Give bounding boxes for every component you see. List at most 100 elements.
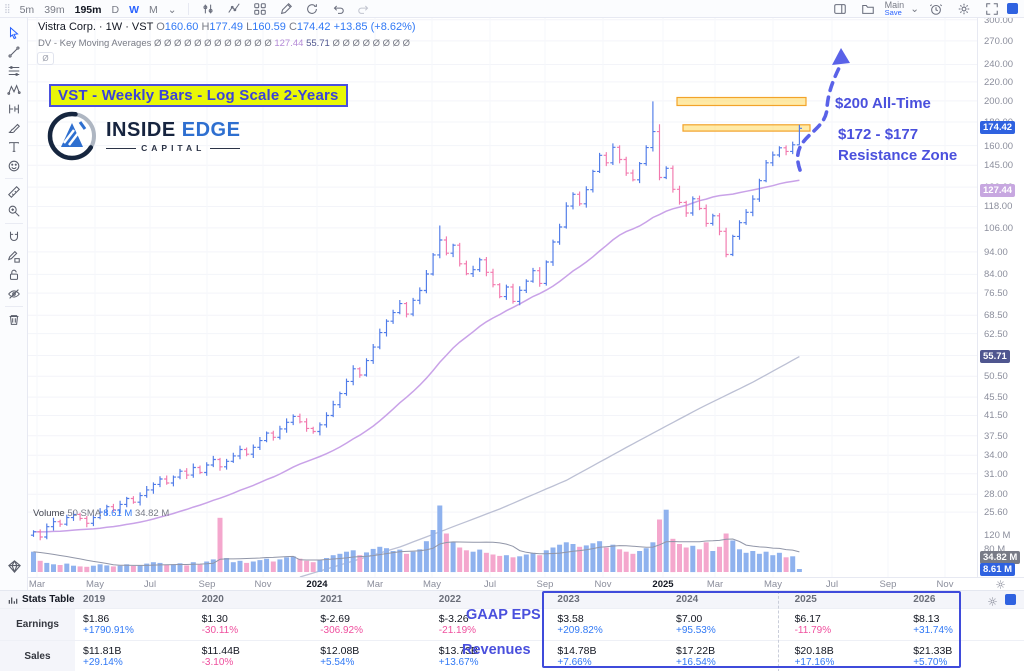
indicator-legend[interactable]: DV - Key Moving Averages Ø Ø Ø Ø Ø Ø Ø Ø… <box>38 38 410 49</box>
stats-year-2021[interactable]: 2021 <box>320 594 343 605</box>
bar-replay-icon[interactable] <box>299 1 325 17</box>
stats-row-label-sales[interactable]: Sales <box>24 651 51 662</box>
redo-icon[interactable] <box>351 1 377 17</box>
screenshot-button[interactable] <box>1007 3 1018 14</box>
layout-chevron-icon[interactable]: ⌄ <box>910 2 919 15</box>
stats-header-row <box>0 591 1024 608</box>
ma-long-line[interactable] <box>299 356 800 577</box>
stats-value: $12.08B <box>320 645 360 657</box>
hide-drawings-tool[interactable] <box>4 285 24 302</box>
projection-arrow[interactable] <box>796 62 843 172</box>
stats-value: $17.22B <box>676 645 716 657</box>
price-tick: 94.00 <box>984 247 1008 258</box>
stats-screenshot-button[interactable] <box>1005 594 1016 605</box>
price-badge: 55.71 <box>980 350 1010 363</box>
time-tick-Mar: Mar <box>706 579 724 590</box>
stats-year-2024[interactable]: 2024 <box>676 594 699 605</box>
settings-gear-icon[interactable] <box>951 1 977 17</box>
toolbar-drag-handle[interactable]: ⣿ <box>4 3 11 13</box>
fib-lines-tool[interactable] <box>4 62 24 79</box>
timeframe-W[interactable]: W <box>129 3 139 16</box>
magnet-tool[interactable] <box>4 228 24 245</box>
ma1-value: 127.44 <box>274 38 304 49</box>
stats-value: $20.18B <box>794 645 834 657</box>
timeframe-M[interactable]: M <box>149 3 158 16</box>
resistance-annotation-line2[interactable]: Resistance Zone <box>838 147 958 164</box>
stats-settings-icon[interactable] <box>987 594 998 612</box>
layout-templates-icon[interactable] <box>247 1 273 17</box>
stats-table-icon <box>8 597 18 604</box>
indicators-icon[interactable] <box>221 1 247 17</box>
widget-diamond-icon[interactable] <box>4 558 24 575</box>
symbol-legend[interactable]: Vistra Corp. · 1W · VST O160.60 H177.49 … <box>38 21 416 33</box>
layout-name-button[interactable]: Main Save <box>883 0 907 17</box>
stats-tab-label: Stats Table <box>22 594 75 605</box>
timeframe-D[interactable]: D <box>111 3 120 16</box>
time-tick-Mar: Mar <box>28 579 46 590</box>
zoom-in-tool[interactable] <box>4 202 24 219</box>
chart-title-annotation[interactable]: VST - Weekly Bars - Log Scale 2-Years <box>49 84 348 107</box>
chart-settings-icon[interactable] <box>195 1 221 17</box>
forecast-tool[interactable] <box>4 100 24 117</box>
stats-year-2025[interactable]: 2025 <box>794 594 817 605</box>
resistance-band-0[interactable] <box>676 96 807 107</box>
stats-row-label-earnings[interactable]: Earnings <box>16 619 59 630</box>
stats-change: +29.14% <box>83 657 123 668</box>
cursor-tool[interactable] <box>4 24 24 41</box>
panel-toggle-icon[interactable] <box>827 1 853 17</box>
time-axis[interactable]: Mar May Jul Sep Nov 2024 Mar May Jul Sep Nov 2025 Ma… <box>28 577 977 590</box>
stats-change: -21.19% <box>438 625 477 636</box>
volume-bars[interactable] <box>31 505 802 573</box>
delete-drawings-tool[interactable] <box>4 311 24 328</box>
ath-annotation[interactable]: $200 All-Time <box>835 95 931 112</box>
stats-change: +1790.91% <box>83 625 134 636</box>
price-axis[interactable]: 300.00270.00240.00220.00200.00180.00160.… <box>977 15 1024 577</box>
stats-year-2026[interactable]: 2026 <box>913 594 936 605</box>
stats-value: $13.73B <box>438 645 478 657</box>
timeframe-39m[interactable]: 39m <box>44 3 65 16</box>
axis-gear-icon[interactable] <box>995 579 1006 590</box>
indicator-collapsed-button[interactable]: Ø <box>37 52 54 65</box>
timeframe-195m[interactable]: 195m <box>74 3 102 16</box>
axis-settings-corner[interactable] <box>977 577 1024 590</box>
ruler-tool[interactable] <box>4 183 24 200</box>
stats-year-2019[interactable]: 2019 <box>83 594 106 605</box>
stats-year-2022[interactable]: 2022 <box>438 594 462 605</box>
revenues-annotation[interactable]: Revenues <box>462 642 531 658</box>
fullscreen-icon[interactable] <box>979 1 1005 17</box>
folder-icon[interactable] <box>855 1 881 17</box>
time-tick-Sep: Sep <box>879 579 897 590</box>
logo-capital: CAPITAL <box>141 143 206 153</box>
alert-pen-icon[interactable] <box>273 1 299 17</box>
brush-tool[interactable] <box>4 119 24 136</box>
time-tick-Sep: Sep <box>536 579 554 590</box>
divider <box>5 178 23 179</box>
alarm-clock-icon[interactable] <box>923 1 949 17</box>
text-tool[interactable] <box>4 138 24 155</box>
stats-year-2023[interactable]: 2023 <box>557 594 580 605</box>
timeframe-⌄[interactable]: ⌄ <box>167 3 177 16</box>
resistance-band-1[interactable] <box>682 124 811 132</box>
price-tick: 34.00 <box>984 450 1008 461</box>
trend-line-tool[interactable] <box>4 43 24 60</box>
stats-table-tab[interactable]: Stats Table <box>8 594 75 605</box>
resistance-annotation-line1[interactable]: $172 - $177 <box>838 126 919 143</box>
time-tick-2024: 2024 <box>306 579 328 590</box>
top-toolbar: ⣿ 5m 39m 195m D W M ⌄ Main Save ⌄ <box>0 0 1024 18</box>
gaap-eps-annotation[interactable]: GAAP EPS <box>466 607 541 623</box>
price-chart-pane[interactable] <box>28 18 977 577</box>
ohlc-bars[interactable] <box>30 101 802 541</box>
volume-sma-label: 50 SMA <box>67 508 101 519</box>
save-label: Save <box>884 7 902 17</box>
lock-tool[interactable] <box>4 266 24 283</box>
drawing-lock-tool[interactable] <box>4 247 24 264</box>
price-tick: 240.00 <box>984 59 1014 70</box>
stats-year-2020[interactable]: 2020 <box>201 594 224 605</box>
emoji-tool[interactable] <box>4 157 24 174</box>
xabcd-pattern-tool[interactable] <box>4 81 24 98</box>
ma-mid-line[interactable] <box>33 179 800 533</box>
volume-current-value: 8.61 M <box>103 508 133 519</box>
volume-legend[interactable]: Volume 50 SMA 8.61 M 34.82 M <box>33 508 169 519</box>
timeframe-5m[interactable]: 5m <box>19 3 35 16</box>
undo-icon[interactable] <box>325 1 351 17</box>
